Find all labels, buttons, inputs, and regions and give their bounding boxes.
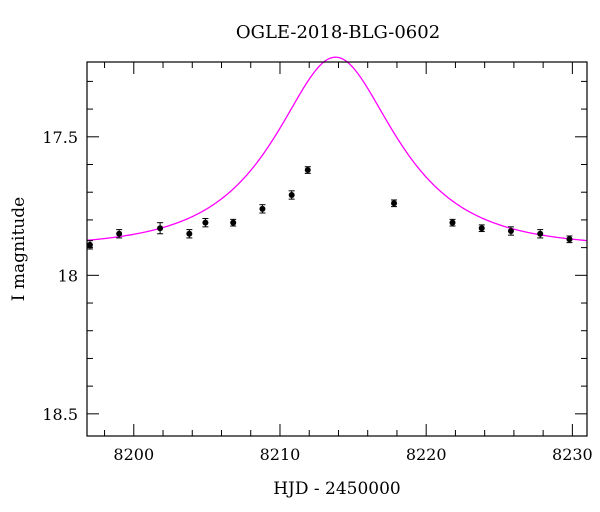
x-tick-label: 8210 bbox=[260, 445, 301, 464]
data-point bbox=[478, 225, 485, 232]
model-curve bbox=[86, 56, 588, 242]
chart-title: OGLE-2018-BLG-0602 bbox=[236, 22, 440, 43]
y-axis-label: I magnitude bbox=[9, 197, 29, 301]
data-point bbox=[507, 227, 514, 234]
data-point bbox=[566, 236, 573, 243]
y-tick-label: 17.5 bbox=[42, 128, 78, 147]
y-tick-label: 18 bbox=[58, 266, 78, 285]
data-point bbox=[288, 191, 295, 198]
x-tick-label: 8230 bbox=[552, 445, 593, 464]
data-point bbox=[86, 241, 93, 248]
data-point bbox=[157, 225, 164, 232]
data-point bbox=[304, 167, 311, 174]
data-point bbox=[391, 200, 398, 207]
plot-area: 8200 8210 8220 8230 17.5 18 18.5 bbox=[42, 56, 593, 464]
plot-frame bbox=[86, 61, 588, 437]
data-point bbox=[449, 219, 456, 226]
y-tick-label: 18.5 bbox=[42, 405, 78, 424]
data-point bbox=[537, 230, 544, 237]
x-axis-label: HJD - 2450000 bbox=[273, 479, 401, 499]
data-point bbox=[186, 230, 193, 237]
x-tick-label: 8200 bbox=[113, 445, 154, 464]
x-tick-label: 8220 bbox=[406, 445, 447, 464]
data-point bbox=[116, 230, 123, 237]
data-point bbox=[259, 205, 266, 212]
data-point bbox=[202, 219, 209, 226]
data-point bbox=[230, 219, 237, 226]
